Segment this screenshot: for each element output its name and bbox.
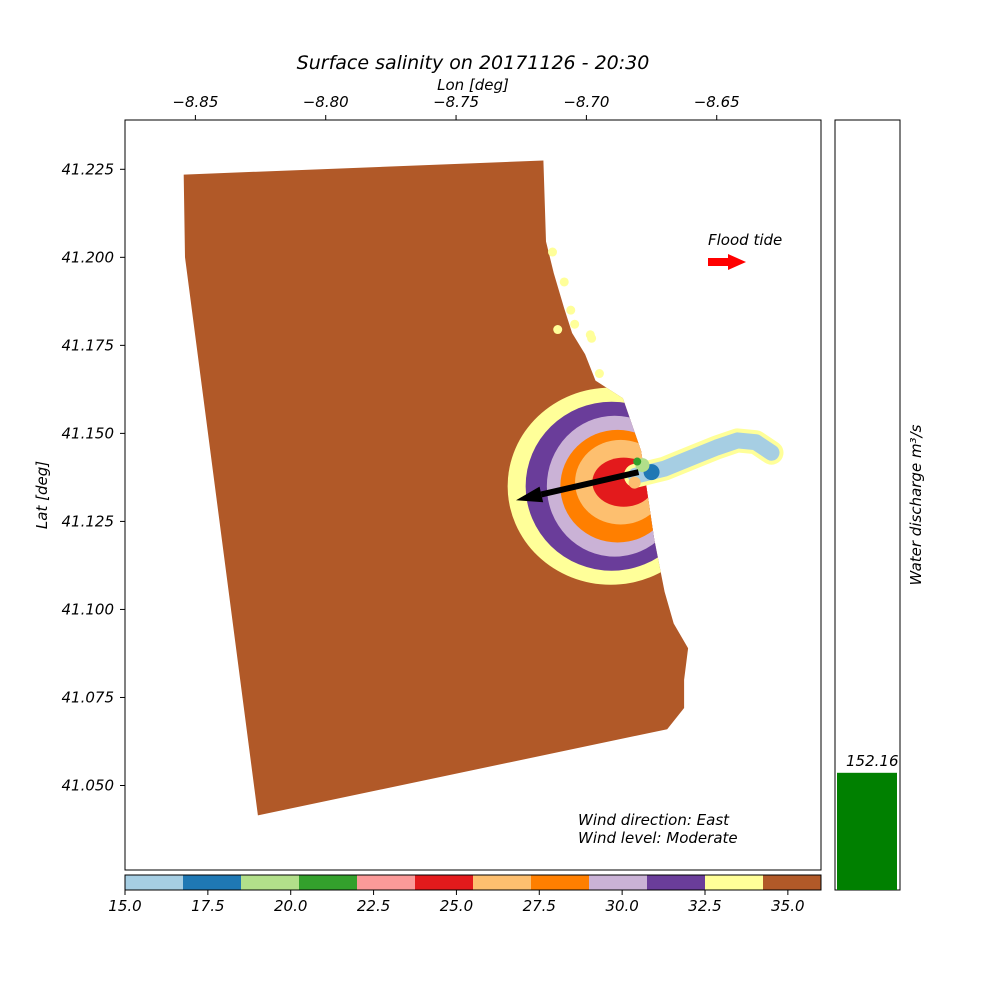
colorbar-frame: [124, 874, 822, 891]
colorbar-segment: [589, 875, 648, 890]
y-tick-label: 41.200: [62, 248, 115, 266]
y-tick-label: 41.125: [62, 512, 115, 530]
wind-direction-text: Wind direction: East: [578, 811, 730, 829]
colorbar-tick-label: 35.0: [771, 897, 804, 915]
discharge-panel: [834, 119, 901, 891]
y-tick-label: 41.150: [62, 424, 115, 442]
x-tick-label: −8.65: [694, 93, 740, 111]
colorbar-ticks: 15.0 17.5 20.0 22.5 25.0 27.5 30.0 32.5 35.0: [108, 890, 805, 915]
tide-arrow-icon: [708, 254, 746, 270]
colorbar-tick-label: 15.0: [108, 897, 141, 915]
coast-dot: [553, 325, 563, 335]
discharge-bar: [837, 772, 897, 890]
colorbar-tick-label: 30.0: [605, 897, 638, 915]
y-tick-label: 41.175: [62, 336, 115, 354]
plot-frame: [124, 119, 822, 871]
y-tick-label: 41.075: [62, 688, 115, 706]
colorbar-segment: [473, 875, 532, 890]
x-axis-label: Lon [deg]: [437, 76, 509, 94]
coast-dot: [587, 333, 597, 343]
coast-dot: [559, 277, 569, 287]
tide-label: Flood tide: [708, 231, 782, 249]
model-domain: [183, 160, 689, 816]
colorbar-tick-label: 17.5: [191, 897, 224, 915]
colorbar-tick-label: 25.0: [440, 897, 473, 915]
colorbar: [125, 875, 822, 890]
x-tick-label: −8.80: [303, 93, 349, 111]
y-tick-label: 41.225: [62, 160, 115, 178]
colorbar-tick-label: 32.5: [688, 897, 721, 915]
colorbar-segment: [531, 875, 590, 890]
wind-arrow-icon: [516, 469, 640, 503]
y-tick-label: 41.050: [62, 776, 115, 794]
discharge-value-label: 152.16: [846, 752, 899, 770]
chart-title: Surface salinity on 20171126 - 20:30: [297, 52, 650, 74]
discharge-axis-label: Water discharge m³/s: [907, 424, 925, 585]
y-tick-label: 41.100: [62, 600, 115, 618]
colorbar-segment: [241, 875, 300, 890]
coast-dot: [570, 319, 580, 329]
colorbar-segment: [647, 875, 706, 890]
river-mouth-light: [628, 476, 641, 489]
colorbar-tick-label: 20.0: [274, 897, 307, 915]
x-tick-label: −8.75: [433, 93, 479, 111]
colorbar-tick-label: 22.5: [357, 897, 390, 915]
colorbar-segment: [705, 875, 764, 890]
colorbar-segment: [125, 875, 184, 890]
colorbar-segment: [763, 875, 822, 890]
coast-dot: [594, 369, 604, 379]
coast-dot: [566, 305, 576, 315]
wind-level-text: Wind level: Moderate: [578, 829, 738, 847]
colorbar-segment: [415, 875, 474, 890]
y-axis-ticks: 41.050 41.075 41.100 41.125 41.150 41.175 41.2…: [62, 160, 125, 794]
colorbar-segment: [357, 875, 416, 890]
river-mouth-green: [633, 457, 642, 466]
coast-dot: [548, 247, 558, 257]
x-tick-label: −8.70: [563, 93, 609, 111]
colorbar-segment: [183, 875, 242, 890]
x-tick-label: −8.85: [172, 93, 218, 111]
x-axis-ticks: −8.85 −8.80 −8.75 −8.70 −8.65: [172, 93, 740, 120]
river-fresh: [627, 432, 780, 484]
colorbar-segment: [299, 875, 358, 890]
discharge-label-text: Water discharge m³/s: [907, 424, 925, 585]
colorbar-tick-label: 27.5: [523, 897, 556, 915]
y-axis-label: Lat [deg]: [33, 461, 51, 529]
river-channel: [623, 428, 784, 489]
